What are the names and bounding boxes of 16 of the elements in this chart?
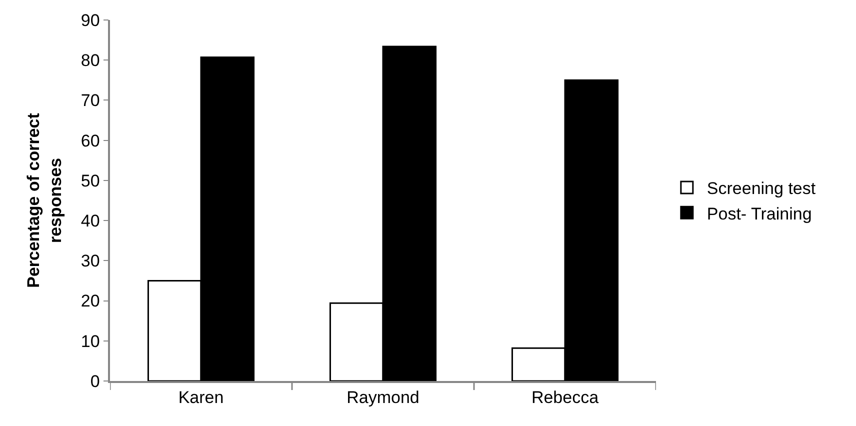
x-tick-label: Karen: [178, 388, 224, 408]
y-tick-label: 60: [80, 131, 100, 150]
y-axis-title: Percentage of correct responses: [24, 112, 65, 288]
y-tick-label: 10: [80, 332, 100, 351]
y-tick-label: 50: [80, 171, 100, 190]
y-tick-label: 80: [80, 51, 100, 70]
y-tick-label: 20: [80, 292, 100, 311]
x-tick-label: Rebecca: [531, 388, 600, 408]
y-tick-label: 70: [80, 91, 100, 110]
y-tick-label: 30: [80, 252, 100, 271]
y-tick-label: 40: [80, 212, 100, 231]
legend-label: Post- Training: [706, 204, 812, 224]
y-tick-label: 90: [80, 10, 100, 30]
legend-label: Screening test: [706, 179, 816, 198]
x-tick-label: Raymond: [346, 388, 420, 408]
y-tick-label: 0: [90, 372, 100, 391]
